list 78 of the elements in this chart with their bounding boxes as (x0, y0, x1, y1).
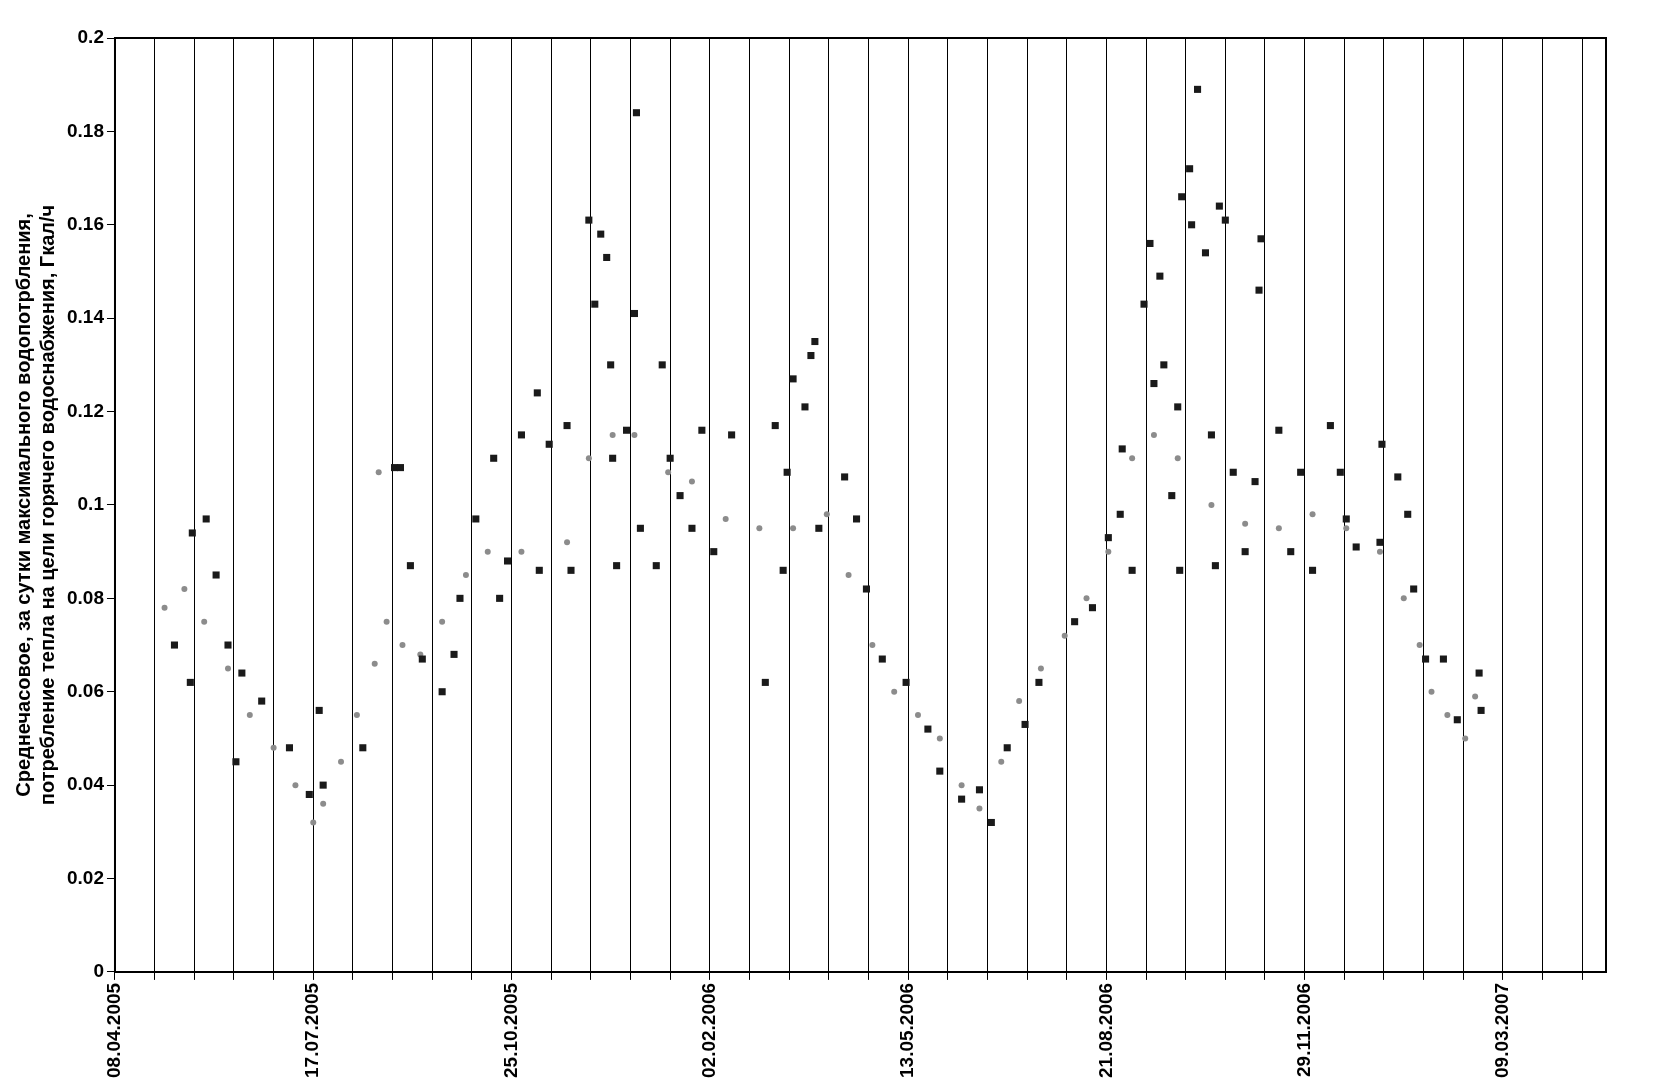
point (756, 525, 763, 532)
point (1462, 735, 1469, 742)
y-tick-label: 0.14 (67, 306, 105, 328)
point (958, 782, 965, 789)
point (665, 469, 672, 476)
point (722, 515, 729, 522)
point (246, 712, 253, 719)
point (375, 469, 382, 476)
point (353, 712, 360, 719)
point (998, 758, 1005, 765)
point (1208, 501, 1215, 508)
y-tick-label: 0.18 (67, 119, 104, 141)
point (564, 539, 571, 546)
y-tick-label: 0 (93, 960, 104, 982)
point (201, 618, 208, 625)
point (1016, 698, 1023, 705)
point (399, 642, 406, 649)
point (1376, 548, 1383, 555)
point (1061, 632, 1068, 639)
point (1275, 525, 1282, 532)
y-tick-label: 0.02 (67, 866, 104, 888)
point (688, 478, 695, 485)
point (439, 618, 446, 625)
point (1428, 688, 1435, 695)
point (371, 660, 378, 667)
point (225, 665, 231, 672)
x-tick-label: 13.05.2006 (896, 982, 918, 1078)
x-tick-label: 02.02.2006 (698, 982, 720, 1078)
point (1444, 712, 1451, 719)
y-tick-label: 0.2 (77, 26, 104, 48)
point (320, 800, 327, 807)
point (1105, 548, 1112, 555)
point (310, 819, 317, 826)
x-tick-label: 29.11.2006 (1292, 982, 1314, 1077)
point (1083, 595, 1090, 602)
y-tick-label: 0.1 (77, 493, 105, 515)
point (976, 805, 983, 812)
point (1343, 525, 1350, 532)
point (1242, 520, 1249, 527)
point (1416, 642, 1423, 649)
point (631, 431, 638, 438)
point (292, 782, 299, 789)
point (181, 586, 188, 593)
y-axis-title: Среднечасовое, за сутки максимального водопотрбления, потребление тепла на цели горячего водоснабжения, Гкал/ч (11, 204, 58, 806)
point (1309, 511, 1316, 518)
point (484, 548, 491, 555)
point (417, 651, 424, 658)
y-tick-label: 0.08 (67, 586, 104, 608)
point (845, 572, 852, 578)
point (1150, 431, 1157, 438)
point (518, 548, 525, 555)
point (1129, 455, 1136, 462)
point (1037, 665, 1044, 672)
point (823, 511, 830, 518)
y-tick-label: 0.06 (67, 679, 104, 701)
x-tick-label: 09.03.2007 (1491, 982, 1513, 1078)
point (869, 642, 876, 649)
point (609, 431, 616, 438)
x-tick-label: 08.04.2005 (103, 982, 125, 1078)
point (1174, 455, 1181, 462)
point (936, 735, 943, 742)
point (891, 688, 898, 695)
point (338, 758, 345, 765)
y-tick-label: 0.04 (67, 773, 105, 795)
point (1472, 693, 1479, 700)
y-tick-label: 0.16 (67, 213, 104, 235)
x-tick-label: 21.08.2006 (1094, 982, 1116, 1078)
x-tick-label: 17.07.2005 (301, 982, 323, 1078)
point (585, 455, 592, 462)
point (270, 744, 277, 751)
point (790, 525, 797, 532)
point (462, 572, 469, 578)
x-tick-label: 25.10.2005 (499, 982, 521, 1078)
y-tick-label: 0.12 (67, 399, 104, 421)
point (161, 604, 168, 611)
point (914, 712, 921, 719)
point (383, 618, 390, 625)
point (1400, 595, 1407, 602)
